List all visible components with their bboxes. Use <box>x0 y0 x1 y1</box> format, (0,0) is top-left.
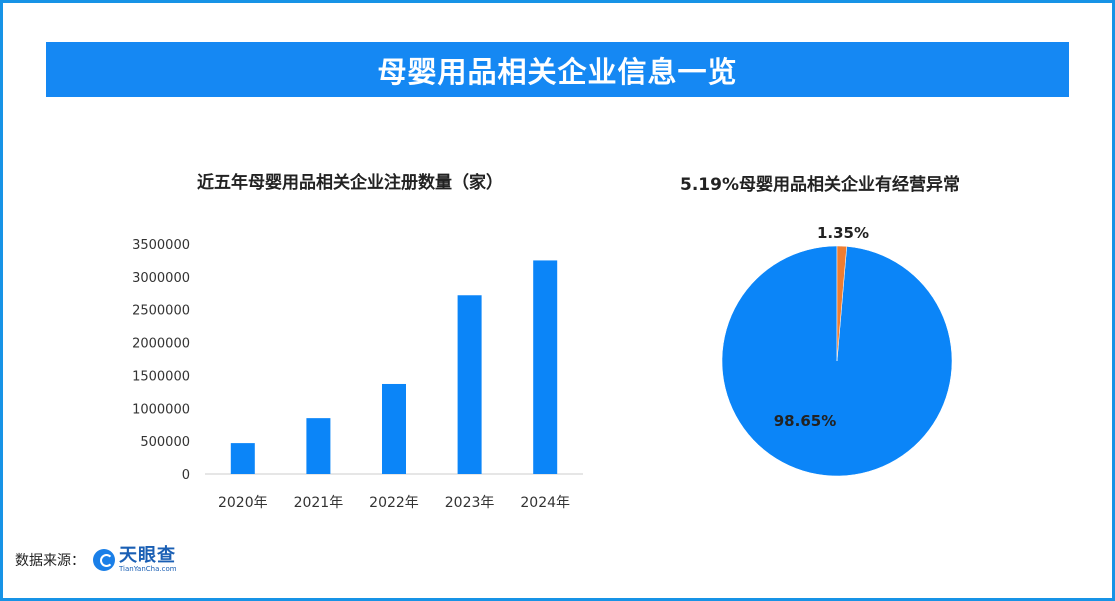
y-tick-label: 1500000 <box>132 369 190 384</box>
x-tick-label: 2021年 <box>294 495 344 511</box>
pie-data-label: 98.65% <box>774 412 836 430</box>
y-tick-label: 2000000 <box>132 337 190 352</box>
bar <box>457 295 482 474</box>
y-tick-label: 0 <box>182 468 190 483</box>
y-tick-label: 3500000 <box>132 238 190 253</box>
page-title: 母婴用品相关企业信息一览 <box>377 54 738 89</box>
y-tick-label: 500000 <box>140 435 190 450</box>
title-banner: 母婴用品相关企业信息一览 <box>46 42 1069 97</box>
y-tick-label: 3000000 <box>132 271 190 286</box>
x-tick-label: 2023年 <box>445 495 495 511</box>
bar-chart-title: 近五年母婴用品相关企业注册数量（家） <box>197 173 503 193</box>
x-tick-label: 2022年 <box>369 495 419 511</box>
tianyancha-logo: 天眼查 TianYanCha.com <box>93 547 177 573</box>
logo-icon <box>93 549 115 571</box>
source-label: 数据来源： <box>15 553 85 569</box>
bar <box>382 383 406 474</box>
x-tick-label: 2024年 <box>520 495 570 511</box>
pie-chart-title: 5.19%母婴用品相关企业有经营异常 <box>680 175 960 195</box>
y-tick-label: 2500000 <box>132 304 190 319</box>
pie-slice <box>836 245 848 362</box>
x-tick-label: 2020年 <box>218 495 268 511</box>
pie-data-label: 1.35% <box>817 224 869 242</box>
y-tick-label: 1000000 <box>132 402 190 417</box>
logo-name: 天眼查 <box>119 545 176 566</box>
logo-url: TianYanCha.com <box>119 565 177 573</box>
bar <box>533 260 558 474</box>
bar <box>230 443 255 474</box>
data-source: 数据来源： 天眼查 TianYanCha.com <box>15 547 177 573</box>
bar <box>306 418 331 474</box>
